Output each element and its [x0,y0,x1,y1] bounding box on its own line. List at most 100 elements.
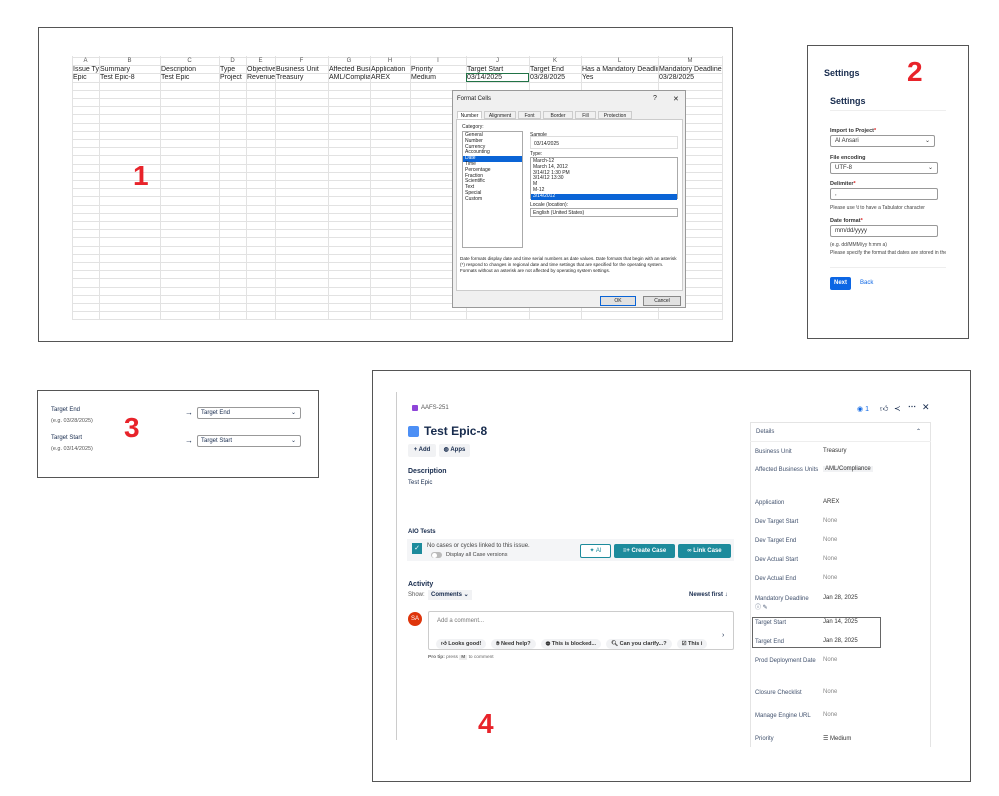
link-case-button[interactable]: ∞ Link Case [678,544,731,558]
help-button[interactable]: ? [653,95,657,102]
header-cell[interactable]: Affected Business Units [329,66,370,73]
type-option[interactable]: 3/14/12 1:30 PM [533,169,570,176]
detail-value[interactable]: None [823,712,838,718]
case-versions-toggle[interactable] [431,552,442,558]
chevron-up-icon[interactable]: ⌃ [916,429,922,435]
tab-fill[interactable]: Fill [575,111,596,119]
category-option[interactable]: Number [465,137,483,144]
share-icon[interactable]: ≺ [894,404,901,413]
category-option[interactable]: Date [463,155,522,162]
category-option[interactable]: Special [465,189,482,196]
column-header[interactable]: H [387,58,393,64]
like-icon[interactable]: 👍︎ [880,404,889,413]
back-link[interactable]: Back [860,280,874,286]
sort-toggle[interactable]: Newest first ↓ [689,592,728,598]
more-icon[interactable]: ⋯ [908,402,916,411]
header-cell[interactable]: Application [371,66,406,73]
category-option[interactable]: Currency [465,143,486,150]
category-option[interactable]: Time [465,160,476,167]
header-cell[interactable]: Type [220,66,236,73]
type-option[interactable]: M-12 [533,186,545,193]
header-cell[interactable]: Target Start [467,66,504,73]
type-option[interactable]: March-12 [533,158,555,164]
comment-box[interactable] [428,611,734,650]
issue-key-link[interactable]: AAFS-251 [421,405,449,411]
detail-value[interactable]: None [823,657,838,663]
cancel-button[interactable]: Cancel [643,296,681,306]
data-cell[interactable]: 03/28/2025 [530,74,566,81]
detail-value[interactable]: None [823,537,838,543]
type-option[interactable]: 3/14/12 13:30 [533,175,564,182]
column-header[interactable]: B [127,58,132,64]
header-cell[interactable]: Target End [530,66,564,73]
apps-button[interactable]: ◍ Apps [439,444,470,457]
comment-input[interactable]: Add a comment... [437,618,485,624]
show-filter-select[interactable]: Comments ⌄ [428,590,472,600]
column-header[interactable]: M [687,58,693,64]
ok-button[interactable]: OK [600,296,636,306]
data-cell[interactable]: Revenue G [247,74,275,81]
category-option[interactable]: Fraction [465,172,484,179]
detail-value[interactable]: Jan 28, 2025 [823,595,858,601]
chips-next-icon[interactable]: › [722,632,725,639]
next-button[interactable]: Next [830,277,851,290]
category-list[interactable]: General Number Currency Accounting Date Time P… [462,131,523,248]
watch-button[interactable]: ◉ 1 [857,406,869,413]
data-cell[interactable]: Test Epic-8 [100,74,135,81]
data-cell[interactable]: Medium [411,74,436,81]
type-option[interactable]: M [533,181,538,188]
tab-border[interactable]: Border [543,111,573,119]
type-list[interactable]: March-12 March 14, 2012 3/14/12 1:30 PM 3/1… [530,157,678,200]
detail-value[interactable]: None [823,556,838,562]
category-option[interactable]: Accounting [465,149,490,156]
quick-reply-chip[interactable]: 🔍︎ Can you clarify...? [606,639,672,649]
data-cell[interactable]: AREX [371,74,391,81]
encoding-select[interactable]: UTF-8 ⌄ [830,162,938,174]
detail-value[interactable]: None [823,518,838,524]
tab-font[interactable]: Font [518,111,541,119]
detail-value[interactable]: None [823,575,838,581]
issue-title[interactable]: Test Epic-8 [424,424,488,438]
tab-protection[interactable]: Protection [598,111,632,119]
tab-alignment[interactable]: Alignment [484,111,516,119]
data-cell[interactable]: Yes [582,74,594,81]
project-select[interactable]: Al Ansari ⌄ [830,135,935,147]
column-header[interactable]: J [496,58,499,64]
header-cell[interactable]: Has a Mandatory Deadline? [582,66,658,73]
detail-value[interactable]: AML/Compliance [823,466,873,472]
column-header[interactable]: E [258,58,263,64]
header-cell[interactable]: Issue Type [73,66,99,73]
category-option[interactable]: Percentage [465,166,491,173]
close-icon[interactable]: ✕ [922,402,930,412]
category-option[interactable]: Scientific [465,178,486,185]
column-header[interactable]: K [552,58,557,64]
detail-value[interactable]: Jan 28, 2025 [823,638,858,644]
type-option[interactable]: 3/14/2012 [531,193,677,200]
header-cell[interactable]: Business Unit [276,66,319,73]
ai-button[interactable]: ✦ AI [580,544,611,558]
detail-value[interactable]: ☰ Medium [823,736,852,742]
quick-reply-chip[interactable]: ☑ This i [676,639,708,649]
data-cell[interactable]: Project [220,74,242,81]
column-header[interactable]: C [187,58,192,64]
type-option[interactable]: March 14, 2012 [533,163,568,170]
detail-value[interactable]: AREX [823,499,840,505]
tab-number[interactable]: Number [457,111,482,119]
column-header[interactable]: L [617,58,622,64]
quick-reply-chip[interactable]: ⛔︎ This is blocked... [540,639,602,649]
description-text[interactable]: Test Epic [408,480,433,486]
header-cell[interactable]: Mandatory Deadline [659,66,722,73]
data-cell[interactable]: Treasury [276,74,304,81]
create-case-button[interactable]: ≡+ Create Case [614,544,675,558]
data-cell[interactable]: 03/14/2025 [467,74,503,81]
quick-reply-chip[interactable]: 👍︎ Looks good! [436,639,487,649]
selected-cell[interactable] [466,73,529,82]
category-option[interactable]: General [465,132,483,138]
column-header[interactable]: A [83,58,88,64]
date-format-input[interactable]: mm/dd/yyyy [830,225,938,237]
close-button[interactable]: ✕ [673,96,679,103]
data-cell[interactable]: Test Epic [161,74,190,81]
target-field-select[interactable]: Target End ⌄ [197,407,301,419]
detail-value[interactable]: None [823,689,838,695]
locale-select[interactable]: English (United States) [530,208,678,217]
